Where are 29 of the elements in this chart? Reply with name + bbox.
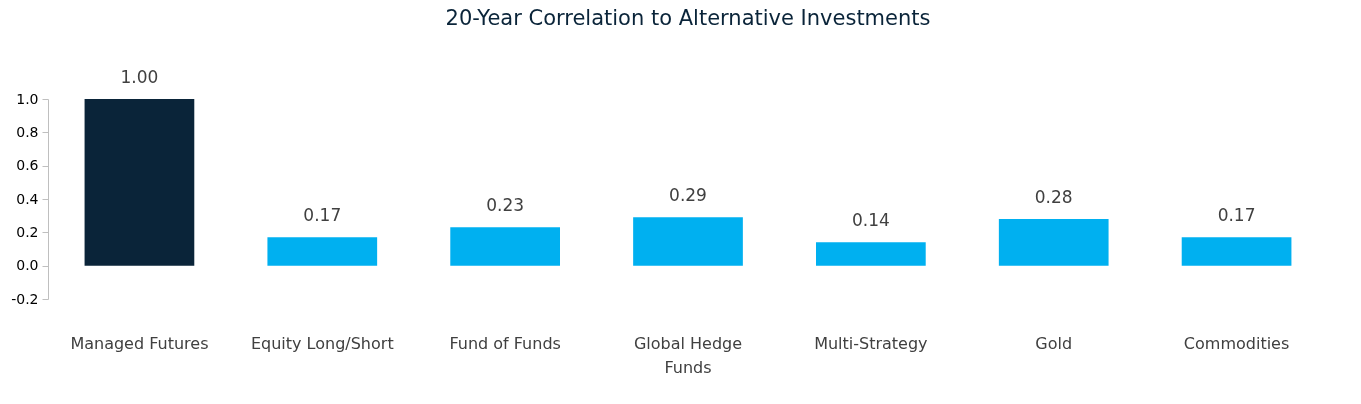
- x-tick-label: Multi-Strategy: [814, 333, 928, 353]
- x-tick-label: Fund of Funds: [449, 333, 561, 353]
- data-label: 0.29: [669, 185, 707, 206]
- data-label: 0.17: [303, 205, 342, 226]
- y-tick-label: -0.2: [11, 290, 39, 307]
- data-label: 0.23: [486, 195, 525, 216]
- y-tick-label: 0.6: [16, 157, 39, 174]
- x-tick-label: Commodities: [1183, 333, 1290, 353]
- data-label: 0.14: [851, 210, 890, 231]
- bar: [450, 227, 560, 266]
- bar: [816, 242, 926, 266]
- bar: [998, 219, 1109, 266]
- y-tick-label: 0.2: [16, 223, 39, 240]
- x-tick-label: Global Hedge Funds: [633, 333, 743, 377]
- bar: [267, 237, 378, 266]
- chart-title: 20-Year Correlation to Alternative Investments: [445, 6, 931, 30]
- data-label: 1.00: [120, 67, 159, 87]
- bar: [1181, 237, 1292, 266]
- x-tick-label: Managed Futures: [70, 333, 209, 353]
- y-tick-label: 0.0: [16, 257, 39, 274]
- y-tick-label: 1.0: [16, 90, 39, 107]
- bar: [84, 99, 195, 266]
- bar: [633, 217, 743, 266]
- data-label: 0.17: [1217, 205, 1256, 226]
- y-tick-label: 0.4: [16, 190, 39, 207]
- data-label: 0.28: [1034, 187, 1073, 207]
- x-tick-label: Gold: [1035, 333, 1073, 353]
- y-tick-label: 0.8: [16, 123, 39, 140]
- x-tick-label: Equity Long/Short: [250, 333, 394, 353]
